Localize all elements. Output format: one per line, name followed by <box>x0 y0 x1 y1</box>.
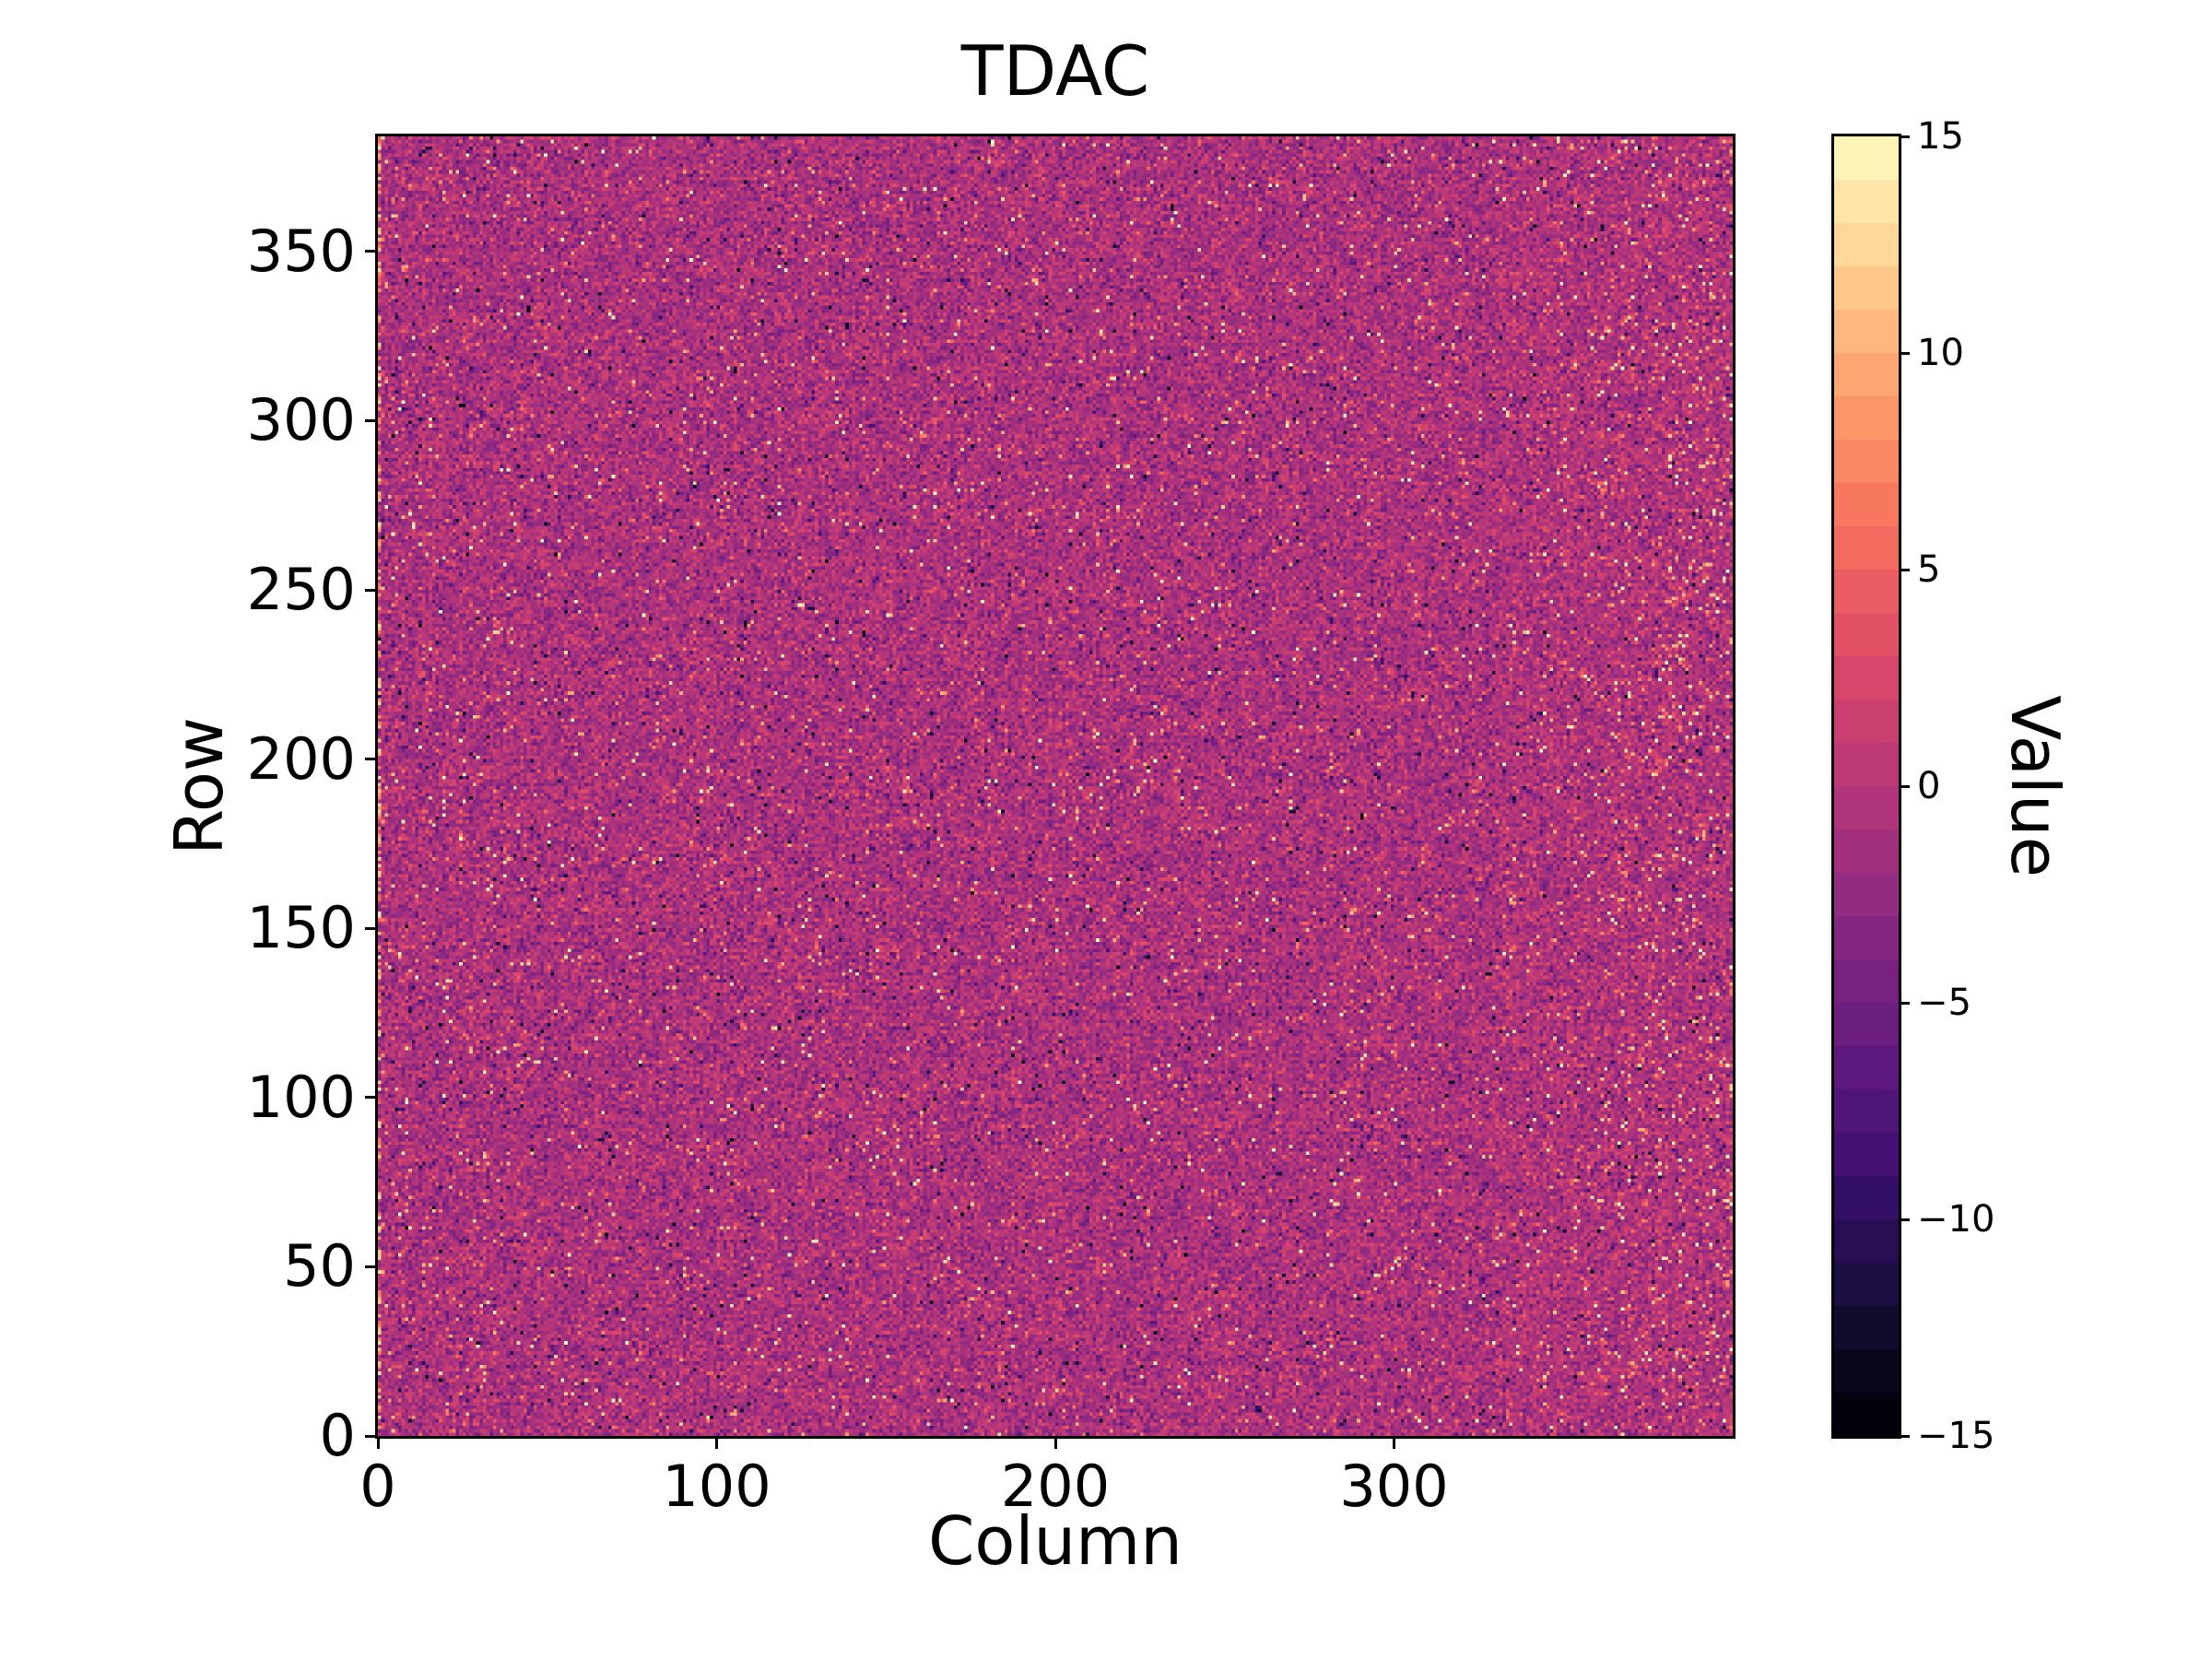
y-tick-mark <box>365 758 378 761</box>
colorbar-segment <box>1834 180 1899 223</box>
y-tick-mark <box>365 588 378 592</box>
x-tick-mark <box>715 1436 718 1449</box>
colorbar-tick-label: −10 <box>1917 1198 1995 1241</box>
y-tick-mark <box>365 1434 378 1438</box>
x-tick-mark <box>1053 1436 1057 1449</box>
y-tick-label: 150 <box>246 894 356 962</box>
colorbar-segment <box>1834 959 1899 1003</box>
colorbar-segment <box>1834 1263 1899 1306</box>
x-tick-label: 0 <box>359 1453 396 1520</box>
colorbar-tick-label: 5 <box>1917 548 1941 591</box>
x-tick-label: 100 <box>662 1453 771 1520</box>
colorbar-tick-mark <box>1899 1434 1910 1438</box>
colorbar-segment <box>1834 613 1899 656</box>
colorbar-segment <box>1834 353 1899 396</box>
colorbar-tick-mark <box>1899 1218 1910 1221</box>
y-tick-mark <box>365 926 378 930</box>
colorbar-segment <box>1834 1393 1899 1436</box>
y-tick-label: 200 <box>246 724 356 793</box>
y-tick-mark <box>365 418 378 422</box>
y-tick-mark <box>365 1096 378 1100</box>
colorbar-segment <box>1834 830 1899 873</box>
colorbar-tick-mark <box>1899 568 1910 571</box>
colorbar-segment <box>1834 266 1899 310</box>
colorbar-segment <box>1834 1003 1899 1046</box>
y-tick-label: 350 <box>246 217 356 285</box>
colorbar-tick-label: −5 <box>1917 982 1971 1024</box>
heatmap-canvas <box>378 136 1733 1436</box>
colorbar-segment <box>1834 786 1899 830</box>
colorbar-segment <box>1834 223 1899 266</box>
colorbar-segment <box>1834 1219 1899 1263</box>
colorbar-segment <box>1834 743 1899 786</box>
colorbar-segment <box>1834 570 1899 613</box>
heatmap-plot-area <box>375 134 1735 1439</box>
colorbar-segment <box>1834 1089 1899 1133</box>
x-tick-mark <box>376 1436 380 1449</box>
colorbar-segment <box>1834 916 1899 959</box>
colorbar-tick-mark <box>1899 351 1910 355</box>
colorbar-tick-label: 15 <box>1917 115 1964 158</box>
y-tick-label: 100 <box>246 1063 356 1131</box>
plot-title: TDAC <box>960 30 1150 112</box>
colorbar-segment <box>1834 1176 1899 1219</box>
colorbar-segment <box>1834 396 1899 440</box>
colorbar-tick-label: 0 <box>1917 765 1941 807</box>
y-tick-label: 0 <box>319 1402 356 1469</box>
y-tick-mark <box>365 1265 378 1268</box>
colorbar-segment <box>1834 1349 1899 1393</box>
colorbar-segment <box>1834 700 1899 743</box>
colorbar-tick-mark <box>1899 135 1910 138</box>
colorbar-tick-label: 10 <box>1917 332 1964 374</box>
colorbar-segment <box>1834 1046 1899 1089</box>
y-tick-label: 300 <box>246 386 356 454</box>
colorbar-tick-label: −15 <box>1917 1415 1995 1457</box>
colorbar-tick-mark <box>1899 784 1910 788</box>
x-tick-label: 300 <box>1339 1453 1449 1520</box>
colorbar-segment <box>1834 1306 1899 1349</box>
colorbar-segment <box>1834 310 1899 353</box>
colorbar-segment <box>1834 873 1899 916</box>
y-tick-label: 250 <box>246 556 356 624</box>
colorbar-segment <box>1834 656 1899 700</box>
colorbar-label: Value <box>1996 695 2074 877</box>
y-tick-label: 50 <box>283 1232 356 1300</box>
colorbar-segment <box>1834 1133 1899 1176</box>
x-tick-label: 200 <box>1000 1453 1111 1520</box>
colorbar-segment <box>1834 483 1899 526</box>
colorbar <box>1831 134 1901 1439</box>
x-axis-label: Column <box>928 1502 1182 1580</box>
colorbar-segment <box>1834 526 1899 570</box>
x-tick-mark <box>1393 1436 1395 1449</box>
colorbar-segment <box>1834 440 1899 483</box>
colorbar-tick-mark <box>1899 1001 1910 1005</box>
y-tick-mark <box>365 250 378 253</box>
colorbar-segment <box>1834 136 1899 180</box>
